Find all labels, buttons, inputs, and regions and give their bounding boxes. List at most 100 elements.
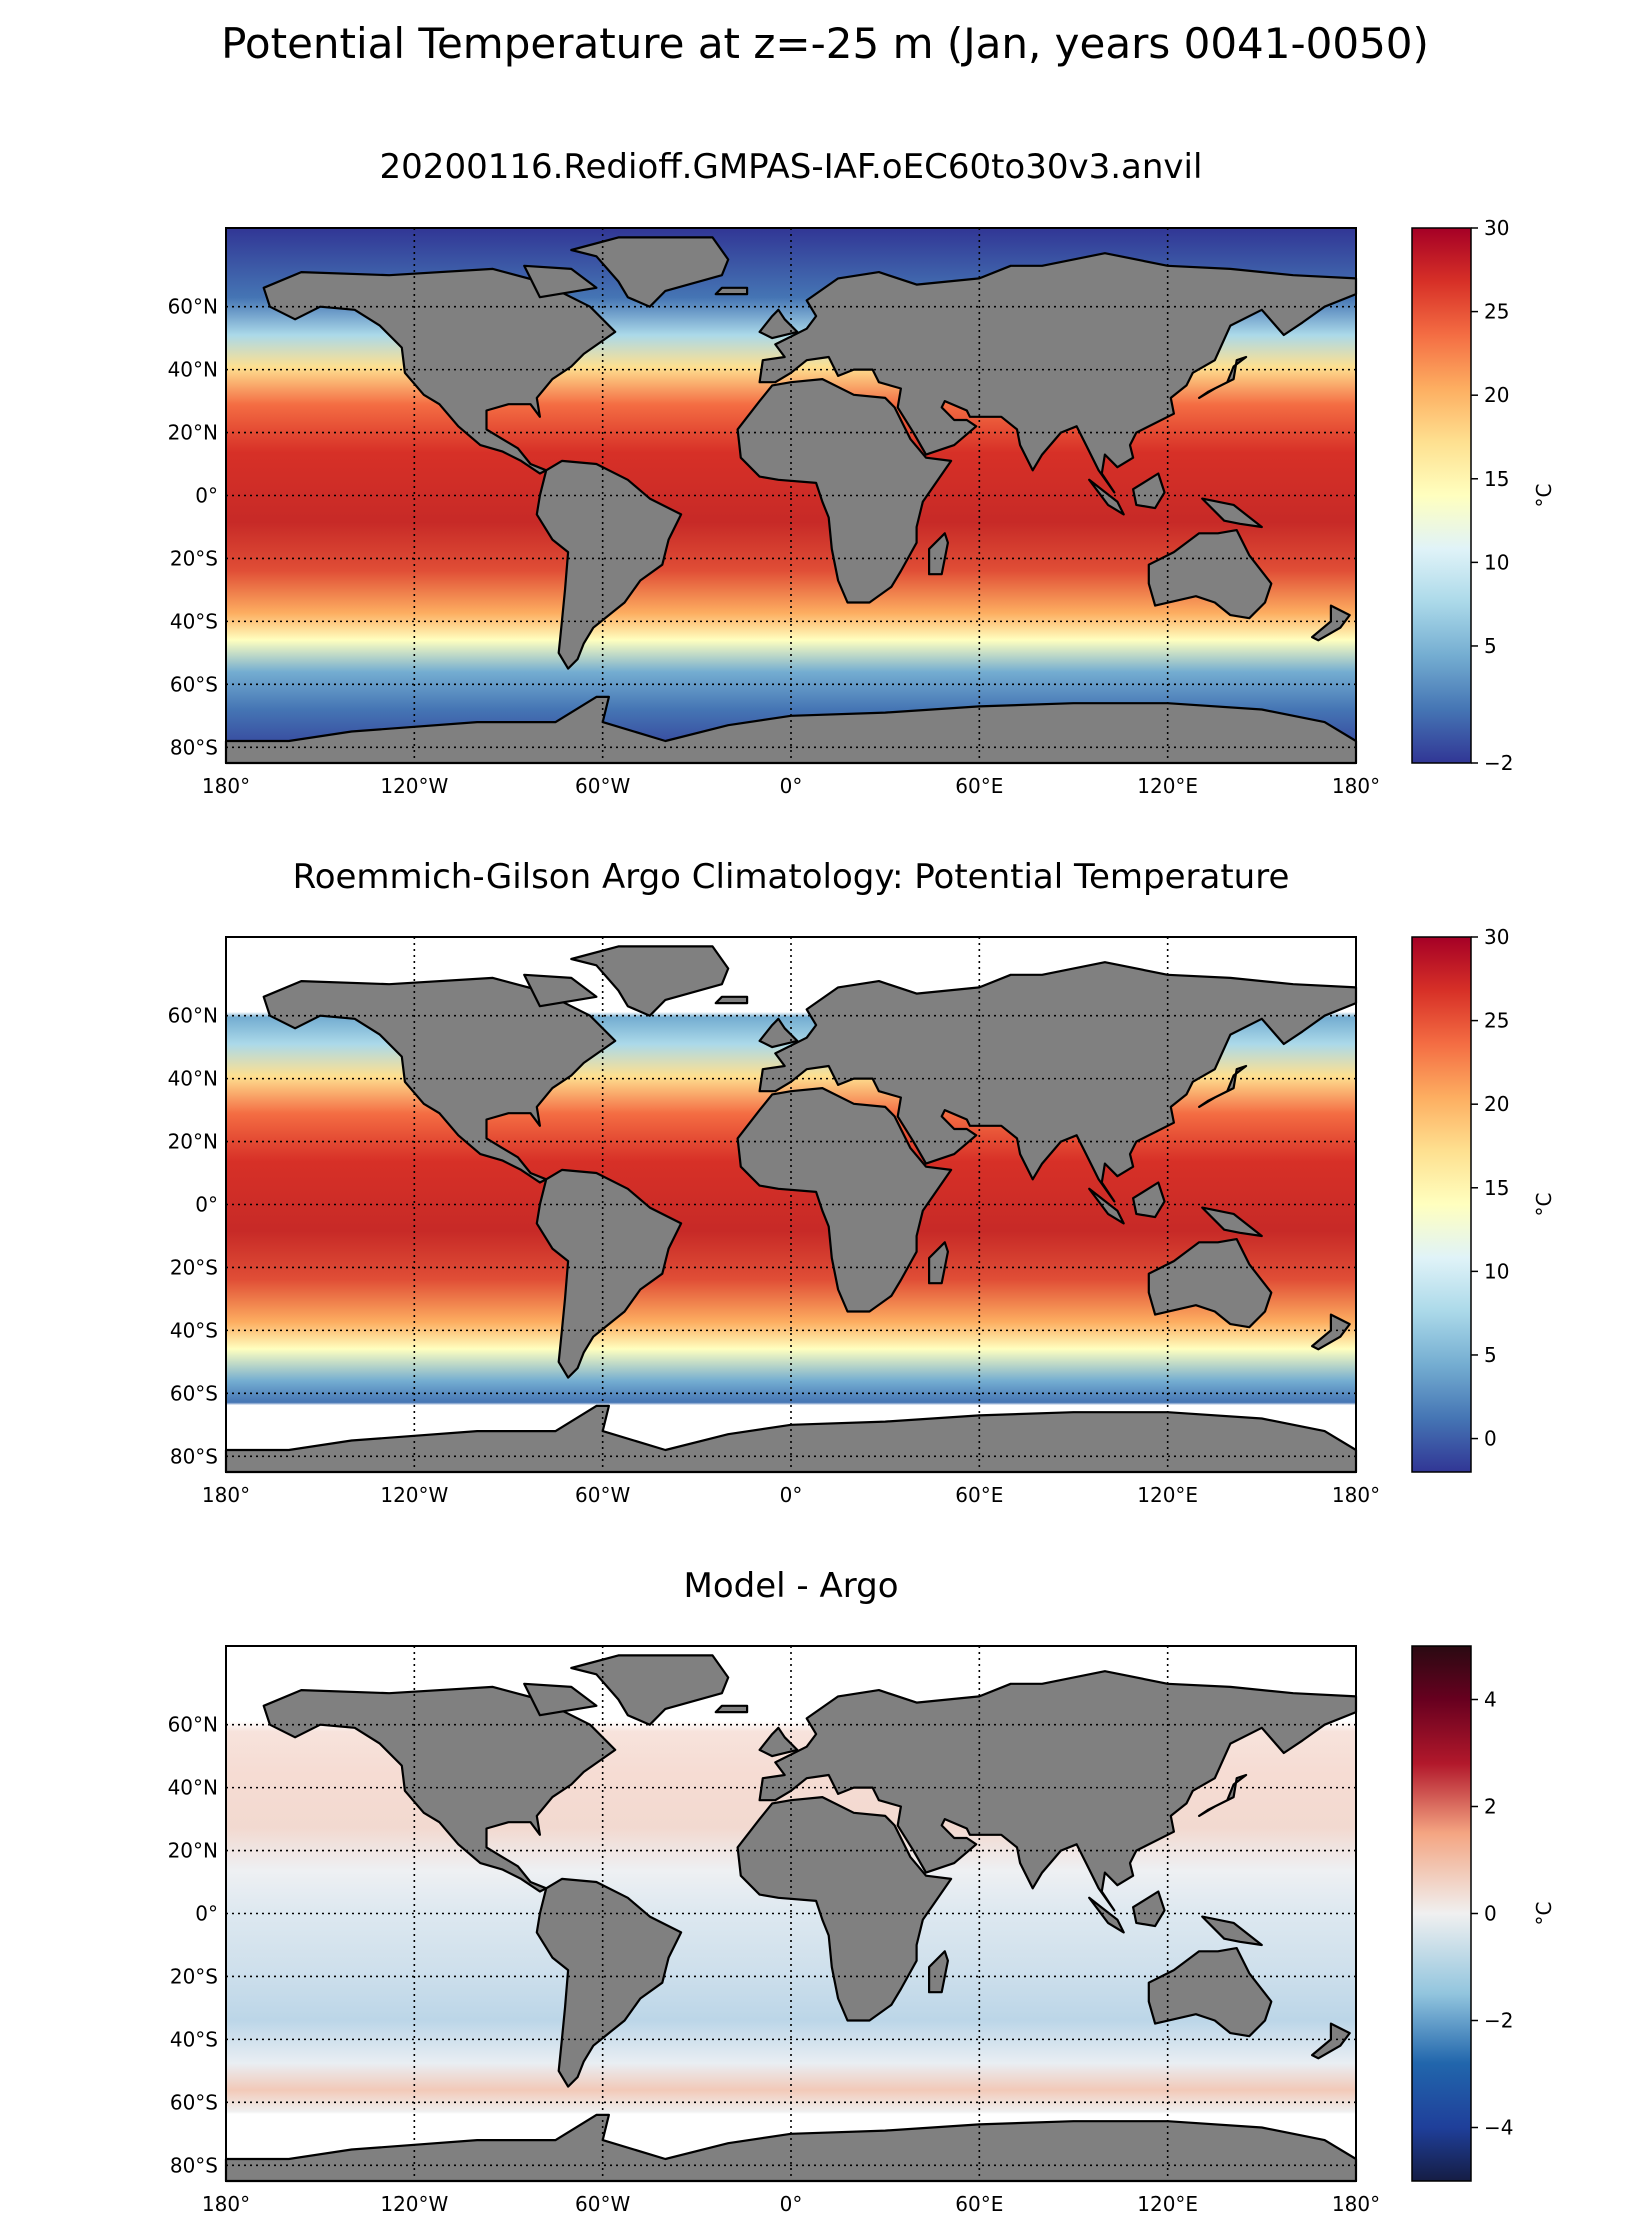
land-south-america	[535, 459, 683, 670]
lat-tick-label: 60°S	[170, 1381, 218, 1405]
lon-tick-label: 60°E	[955, 774, 1003, 798]
lat-tick-label: 40°S	[170, 1318, 218, 1342]
lon-tick-label: 120°W	[380, 1483, 448, 1507]
map-frame	[225, 936, 1357, 1473]
land-new-guinea	[1201, 497, 1263, 529]
land-borneo	[1131, 472, 1166, 510]
colorbar-unit-label: °C	[1532, 1193, 1556, 1217]
land-british-isles	[758, 308, 799, 340]
lon-tick-label: 180°	[1332, 774, 1380, 798]
colorbar-gradient	[1411, 1645, 1472, 2182]
lon-tick-label: 60°W	[575, 774, 630, 798]
land-madagascar	[927, 1241, 950, 1285]
land-greenland	[570, 236, 730, 308]
lat-tick-label: 60°S	[170, 672, 218, 696]
lon-tick-label: 180°	[202, 1483, 250, 1507]
lon-tick-label: 0°	[780, 1483, 803, 1507]
land-north-america	[262, 267, 617, 475]
land-iceland	[714, 1704, 749, 1714]
colorbar-tick-label: 15	[1484, 1176, 1509, 1200]
land-british-isles	[758, 1017, 799, 1049]
land-north-america	[262, 976, 617, 1184]
lat-tick-label: 80°S	[170, 735, 218, 759]
colorbar: 0 5 10 15 20 25 30 °C	[1411, 925, 1556, 1473]
lon-tick-label: 120°W	[380, 774, 448, 798]
land-eurasia	[758, 961, 1358, 1203]
land-australia	[1147, 528, 1273, 620]
colorbar: −4 −2 0 2 4 °C	[1411, 1645, 1556, 2182]
lon-tick-label: 60°E	[955, 1483, 1003, 1507]
panel-1: 20200116.Redioff.GMPAS-IAF.oEC60to30v3.a…	[168, 147, 1556, 798]
panel-title: Roemmich-Gilson Argo Climatology: Potent…	[293, 857, 1290, 897]
lat-tick-label: 80°S	[170, 2153, 218, 2177]
lat-tick-label: 60°N	[168, 1004, 218, 1028]
lat-tick-label: 20°N	[168, 1130, 218, 1154]
gridlines	[226, 937, 1356, 1472]
gridlines	[226, 228, 1356, 763]
lat-tick-label: 20°N	[168, 1839, 218, 1863]
land-new-guinea	[1201, 1206, 1263, 1238]
land-australia	[1147, 1237, 1273, 1329]
colorbar-tick-label: 25	[1484, 1009, 1509, 1033]
colorbar-unit-label: °C	[1532, 1902, 1556, 1926]
land-eurasia	[758, 252, 1358, 494]
lon-tick-label: 180°	[1332, 1483, 1380, 1507]
land-south-america	[535, 1877, 683, 2088]
land-baffin-island	[523, 973, 598, 1008]
lat-tick-label: 0°	[195, 1193, 218, 1217]
land-sumatra	[1088, 1896, 1125, 1934]
lon-tick-label: 180°	[202, 2192, 250, 2216]
lat-tick-label: 0°	[195, 484, 218, 508]
colorbar-tick-label: −2	[1484, 751, 1513, 775]
panel-3: Model - Argo 60°N 40°N 20°N 0° 20°S 40°S 60°S 80…	[168, 1566, 1556, 2216]
colorbar-tick-label: 10	[1484, 1259, 1509, 1283]
land-british-isles	[758, 1726, 799, 1758]
colorbar-tick-label: 5	[1484, 634, 1497, 658]
land-baffin-island	[523, 264, 598, 299]
lon-tick-label: 120°E	[1137, 774, 1198, 798]
lon-tick-label: 120°E	[1137, 1483, 1198, 1507]
map-frame	[225, 1645, 1357, 2182]
lat-tick-label: 0°	[195, 1902, 218, 1926]
lat-tick-label: 20°S	[170, 1964, 218, 1988]
lat-tick-label: 40°N	[168, 358, 218, 382]
lat-tick-label: 60°S	[170, 2090, 218, 2114]
land-japan	[1197, 1773, 1248, 1818]
land-madagascar	[927, 532, 950, 576]
panel-title: Model - Argo	[684, 1566, 899, 1606]
land-madagascar	[927, 1950, 950, 1994]
lon-tick-label: 0°	[780, 2192, 803, 2216]
gridlines	[226, 1646, 1356, 2181]
land-africa	[736, 378, 953, 604]
land-north-america	[262, 1685, 617, 1893]
land-baffin-island	[523, 1682, 598, 1717]
land-greenland	[570, 1654, 730, 1726]
colorbar-tick-label: 5	[1484, 1343, 1497, 1367]
colorbar-tick-label: 0	[1484, 1902, 1497, 1926]
lat-tick-label: 40°S	[170, 2027, 218, 2051]
lon-tick-label: 180°	[1332, 2192, 1380, 2216]
land-new-guinea	[1201, 1915, 1263, 1947]
lat-tick-label: 40°N	[168, 1776, 218, 1800]
lat-tick-label: 20°N	[168, 421, 218, 445]
lon-tick-label: 0°	[780, 774, 803, 798]
land-eurasia	[758, 1670, 1358, 1912]
panel-2: Roemmich-Gilson Argo Climatology: Potent…	[168, 857, 1556, 1507]
colorbar-tick-label: 2	[1484, 1795, 1497, 1819]
lat-tick-label: 20°S	[170, 546, 218, 570]
land-greenland	[570, 945, 730, 1017]
land-japan	[1197, 1064, 1248, 1109]
lat-tick-label: 80°S	[170, 1444, 218, 1468]
land-sumatra	[1088, 1187, 1125, 1225]
land-japan	[1197, 355, 1248, 399]
colorbar-tick-label: 30	[1484, 925, 1509, 949]
colorbar-tick-label: −4	[1484, 2116, 1513, 2140]
land-sumatra	[1088, 478, 1125, 516]
lon-tick-label: 60°E	[955, 2192, 1003, 2216]
land-south-america	[535, 1168, 683, 1379]
map-frame	[225, 227, 1357, 764]
lat-tick-label: 60°N	[168, 295, 218, 319]
land-iceland	[714, 995, 749, 1005]
land-mask	[224, 236, 1358, 765]
